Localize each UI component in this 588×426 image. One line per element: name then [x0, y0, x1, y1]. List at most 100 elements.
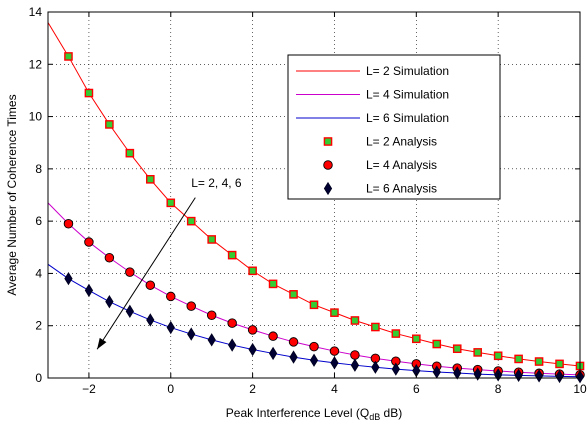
data-point: [206, 310, 217, 321]
data-point: [227, 318, 237, 328]
data-point: [371, 360, 380, 374]
data-point: [391, 329, 401, 338]
legend-item: L= 2 Analysis: [323, 135, 437, 149]
data-point: [64, 52, 73, 61]
axis-ticks: −2 0 2 4 6 8 10 0 2 4 6 8 10 12 14: [29, 5, 587, 396]
data-point: [309, 353, 319, 367]
data-point: [350, 358, 360, 372]
data-point: [84, 237, 94, 247]
data-point: [350, 350, 360, 360]
x-axis-label-subscript: dB: [369, 412, 380, 422]
data-point: [432, 339, 442, 349]
data-point: [534, 357, 544, 366]
data-point: [350, 316, 360, 325]
legend-item: L= 2 Simulation: [296, 64, 449, 78]
x-tick-label: 2: [249, 382, 256, 396]
series-4: [64, 52, 585, 371]
legend-label: L= 2 Analysis: [366, 135, 437, 149]
data-point: [329, 346, 340, 356]
legend-label: L= 4 Simulation: [366, 88, 449, 102]
legend-item: L= 6 Simulation: [296, 111, 449, 125]
x-axis-label-main: Peak Interference Level (Q: [226, 406, 369, 420]
data-point: [166, 291, 176, 302]
y-tick-label: 2: [35, 319, 42, 333]
legend-swatch-marker: [323, 181, 333, 196]
data-point: [186, 301, 196, 311]
data-point: [166, 320, 175, 335]
annotation: L= 2, 4, 6: [96, 176, 242, 350]
legend-label: L= 4 Analysis: [366, 158, 437, 172]
legend-box: [287, 54, 501, 200]
data-point: [84, 88, 94, 98]
y-tick-label: 4: [35, 266, 42, 280]
series-layer: [47, 22, 585, 384]
x-axis-label: Peak Interference Level (QdB dB): [226, 406, 402, 422]
data-point: [248, 342, 257, 357]
legend-label: L= 2 Simulation: [366, 64, 449, 78]
y-tick-label: 12: [29, 57, 43, 71]
annotation-arrow-head: [97, 337, 107, 350]
data-point: [84, 283, 94, 298]
data-point: [227, 250, 237, 260]
data-point: [187, 327, 196, 341]
data-point: [207, 333, 216, 347]
legend-item: L= 4 Analysis: [323, 158, 437, 172]
x-tick-label: 6: [413, 382, 420, 396]
data-point: [186, 216, 196, 226]
data-point: [166, 198, 176, 208]
data-point: [248, 266, 257, 276]
data-point: [452, 344, 462, 354]
x-axis-label-suffix: dB): [380, 406, 402, 420]
data-point: [534, 369, 544, 383]
legend-item: L= 6 Analysis: [323, 181, 437, 196]
data-point: [146, 313, 155, 327]
data-point: [391, 362, 400, 376]
data-point: [105, 120, 114, 129]
data-point: [63, 219, 74, 229]
data-point: [555, 359, 564, 369]
plot-frame: [47, 11, 581, 379]
data-point: [412, 334, 421, 344]
data-point: [268, 346, 278, 361]
data-point: [268, 331, 278, 341]
data-point: [453, 366, 462, 380]
data-point: [207, 235, 216, 244]
legend-label: L= 6 Analysis: [366, 182, 437, 196]
x-tick-label: 4: [331, 382, 338, 396]
data-point: [371, 322, 380, 332]
y-tick-label: 10: [29, 110, 43, 124]
series-6: [64, 272, 585, 384]
data-point: [309, 300, 319, 310]
data-point: [514, 354, 523, 364]
data-point: [105, 295, 114, 309]
data-point: [493, 351, 503, 361]
x-tick-label: 0: [167, 382, 174, 396]
y-tick-label: 6: [35, 214, 42, 228]
data-point: [125, 267, 135, 277]
data-point: [146, 175, 155, 184]
annotation-label: L= 2, 4, 6: [191, 176, 242, 190]
y-axis-label: Average Number of Coherence Times: [5, 94, 19, 295]
y-tick-label: 14: [29, 5, 43, 19]
y-tick-label: 0: [35, 371, 42, 385]
legend: L= 2 Simulation L= 4 Simulation L= 6 Simul…: [287, 54, 501, 200]
data-point: [64, 272, 73, 286]
data-point: [555, 369, 564, 384]
legend-item: L= 4 Simulation: [296, 88, 449, 102]
data-point: [247, 325, 258, 335]
annotation-arrow-line: [96, 197, 196, 350]
data-point: [125, 148, 135, 158]
data-point: [289, 350, 298, 364]
data-point: [473, 367, 482, 381]
data-point: [125, 304, 134, 318]
legend-swatch-marker: [323, 160, 333, 170]
data-point: [228, 338, 237, 352]
x-tick-label: 8: [495, 382, 502, 396]
data-point: [309, 341, 319, 352]
y-tick-label: 8: [35, 162, 42, 176]
data-point: [268, 279, 278, 289]
data-point: [145, 280, 156, 290]
data-point: [330, 308, 339, 317]
legend-swatch-marker: [323, 137, 333, 146]
data-point: [104, 252, 115, 263]
